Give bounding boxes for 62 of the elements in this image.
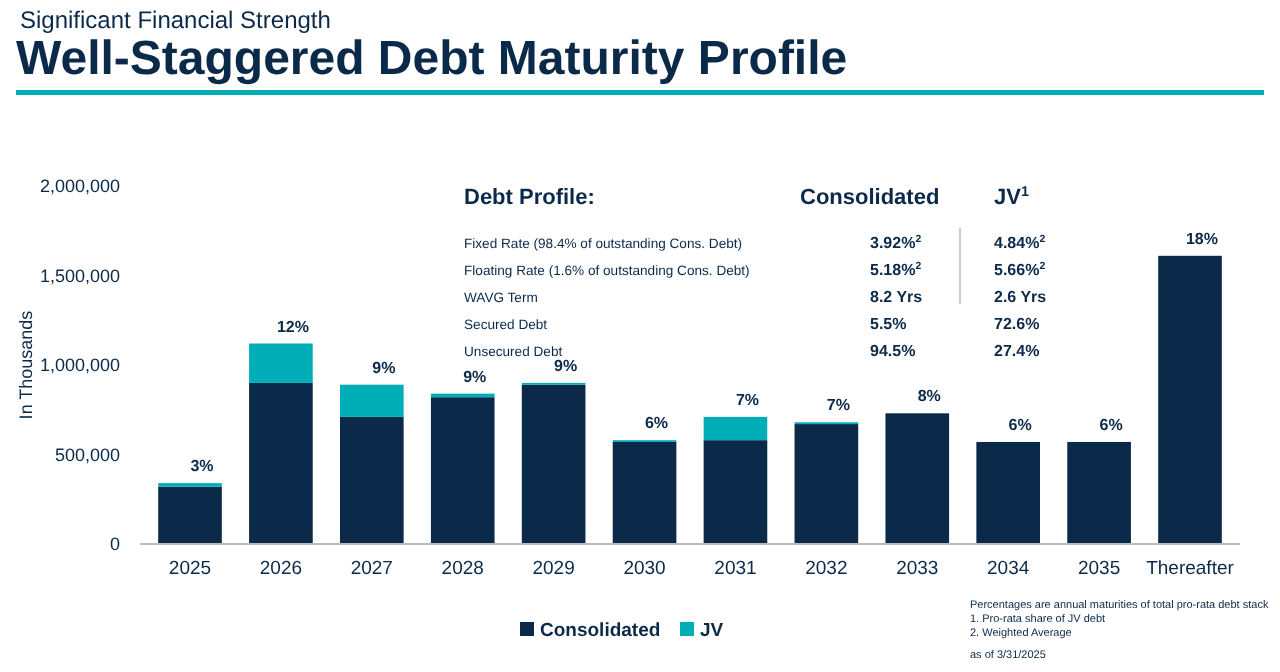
annotation: 6%	[1008, 415, 1032, 434]
annotation: 94.5%	[870, 342, 916, 360]
chart-subtitle: Significant Financial Strength	[20, 6, 331, 34]
bar	[1158, 255, 1222, 544]
annotation: 9%	[463, 367, 487, 386]
bar	[612, 441, 677, 544]
bar	[521, 384, 586, 544]
bar	[249, 343, 313, 383]
annotation: 4.84%$^{2}$	[994, 234, 1046, 252]
x-tick-label: 2032	[805, 558, 848, 580]
x-tick-label: 2027	[350, 558, 393, 580]
legend-label: Consolidated	[540, 620, 661, 642]
annotation: 7%	[735, 390, 760, 409]
annotation: Debt Profile:	[464, 186, 595, 210]
x-tick-label: 2028	[441, 558, 484, 580]
bar	[340, 416, 404, 544]
annotation: 6%	[644, 414, 669, 433]
x-tick-label: 2025	[168, 558, 212, 580]
annotation: 7%	[826, 396, 850, 415]
annotation: 3.92%$^{2}$	[870, 234, 922, 252]
x-tick-label: 2029	[532, 558, 575, 580]
x-tick-label: 2031	[714, 558, 757, 580]
y-tick-label: 1,500,000	[39, 265, 120, 286]
legend-label: JV	[700, 620, 725, 642]
annotation: 3%	[190, 457, 214, 476]
annotation: Consolidated	[800, 186, 940, 210]
annotation: 5.5%	[870, 315, 907, 333]
x-tick-label: 2030	[623, 558, 666, 580]
annotation: 18%	[1185, 229, 1219, 248]
annotation: 27.4%	[994, 342, 1040, 360]
annotation: 2.6 Yrs	[994, 288, 1048, 306]
bar	[885, 413, 950, 544]
annotation: 9%	[554, 356, 578, 375]
annotation: 12%	[276, 317, 309, 336]
annotation: JV$^{1}$	[994, 184, 1029, 210]
x-tick-label: 2033	[896, 558, 939, 580]
bar	[340, 384, 404, 417]
x-tick-label: 2026	[259, 558, 303, 580]
bar	[703, 440, 768, 544]
bar	[703, 416, 768, 441]
bar	[1067, 441, 1131, 544]
bar	[249, 382, 313, 544]
annotation: 5.18%$^{2}$	[870, 261, 922, 279]
bar	[794, 424, 859, 544]
y-axis-title: In Thousands	[16, 309, 36, 420]
bar	[976, 441, 1040, 544]
bar	[430, 397, 495, 544]
y-tick-label: 2,000,000	[39, 176, 120, 197]
annotation: 8.2 Yrs	[870, 288, 924, 306]
y-tick-label: 0	[109, 534, 120, 555]
annotation: 5.66%$^{2}$	[994, 261, 1046, 279]
chart-title: Well-Staggered Debt Maturity Profile	[16, 32, 848, 86]
annotation: 6%	[1099, 415, 1123, 434]
x-tick-label: 2034	[987, 558, 1030, 580]
y-tick-label: 1,000,000	[39, 355, 120, 376]
annotation: 9%	[372, 358, 396, 377]
y-tick-label: 500,000	[54, 444, 120, 465]
annotation: 8%	[917, 387, 941, 406]
annotation: 72.6%	[994, 315, 1040, 333]
x-tick-label: 2035	[1077, 558, 1121, 580]
x-tick-label: Thereafter	[1146, 558, 1234, 580]
bar	[158, 486, 222, 544]
